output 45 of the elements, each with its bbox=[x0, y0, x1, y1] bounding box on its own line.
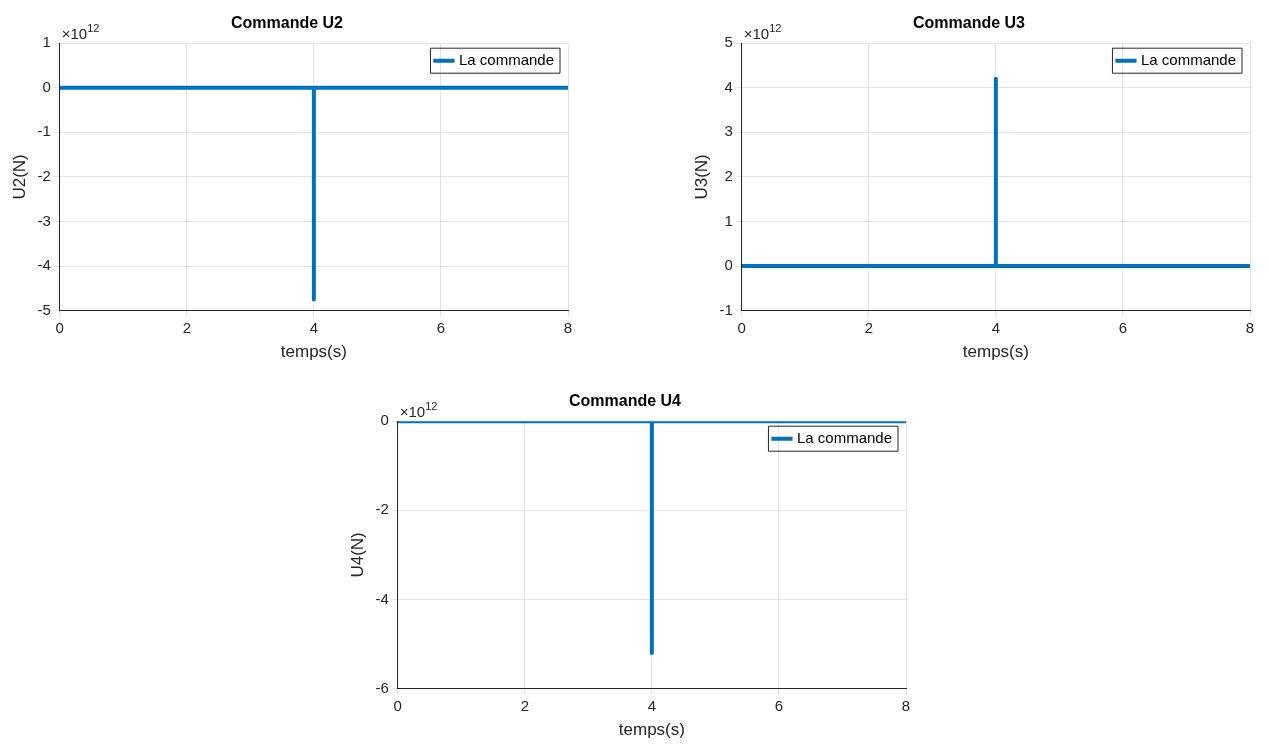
x-tick-label: 2 bbox=[520, 696, 529, 714]
legend-label: La commande bbox=[1140, 50, 1237, 68]
y-tick-label: -4 bbox=[37, 256, 51, 274]
y-tick-label: -1 bbox=[719, 300, 733, 318]
y-tick-label: 2 bbox=[724, 167, 733, 185]
y-tick-label: -2 bbox=[37, 167, 51, 185]
y-tick-label: 0 bbox=[42, 77, 51, 95]
x-tick-label: 6 bbox=[1118, 318, 1128, 336]
y-tick-label: -2 bbox=[375, 500, 389, 518]
y-tick-label: -3 bbox=[37, 211, 51, 229]
x-tick-label: 4 bbox=[309, 318, 319, 336]
x-tick-label: 2 bbox=[864, 318, 873, 336]
chart-title: Commande U3 bbox=[912, 14, 1026, 32]
y-tick-label: 3 bbox=[724, 122, 733, 140]
x-tick-label: 0 bbox=[55, 318, 64, 336]
x-tick-label: 8 bbox=[1245, 318, 1255, 336]
x-tick-label: 4 bbox=[647, 696, 657, 714]
legend-label: La commande bbox=[458, 50, 555, 68]
chart-title: Commande U2 bbox=[230, 14, 344, 32]
x-tick-label: 8 bbox=[563, 318, 573, 336]
y-tick-label: 0 bbox=[724, 256, 733, 274]
y-tick-label: -5 bbox=[37, 300, 51, 318]
x-tick-label: 0 bbox=[393, 696, 402, 714]
y-axis-title: U4(N) bbox=[347, 532, 367, 578]
chart-title: Commande U4 bbox=[568, 392, 682, 410]
y-axis-title: U2(N) bbox=[9, 154, 29, 200]
y-tick-label: 1 bbox=[724, 211, 733, 229]
x-axis-title: temps(s) bbox=[962, 342, 1029, 362]
y-tick-label: 4 bbox=[724, 77, 733, 95]
x-tick-label: 4 bbox=[991, 318, 1001, 336]
y-tick-label: -1 bbox=[37, 122, 51, 140]
x-tick-label: 6 bbox=[436, 318, 446, 336]
x-tick-label: 0 bbox=[737, 318, 746, 336]
x-tick-label: 2 bbox=[182, 318, 191, 336]
y-tick-label: 0 bbox=[380, 411, 389, 429]
y-tick-label: -4 bbox=[375, 589, 389, 607]
x-tick-label: 8 bbox=[901, 696, 911, 714]
legend-label: La commande bbox=[796, 428, 893, 446]
x-axis-title: temps(s) bbox=[618, 720, 685, 740]
x-axis-title: temps(s) bbox=[280, 342, 347, 362]
x-tick-label: 6 bbox=[774, 696, 784, 714]
y-tick-label: 5 bbox=[724, 33, 733, 51]
y-axis-title: U3(N) bbox=[691, 154, 711, 200]
y-tick-label: -6 bbox=[375, 678, 389, 696]
y-tick-label: 1 bbox=[42, 33, 51, 51]
